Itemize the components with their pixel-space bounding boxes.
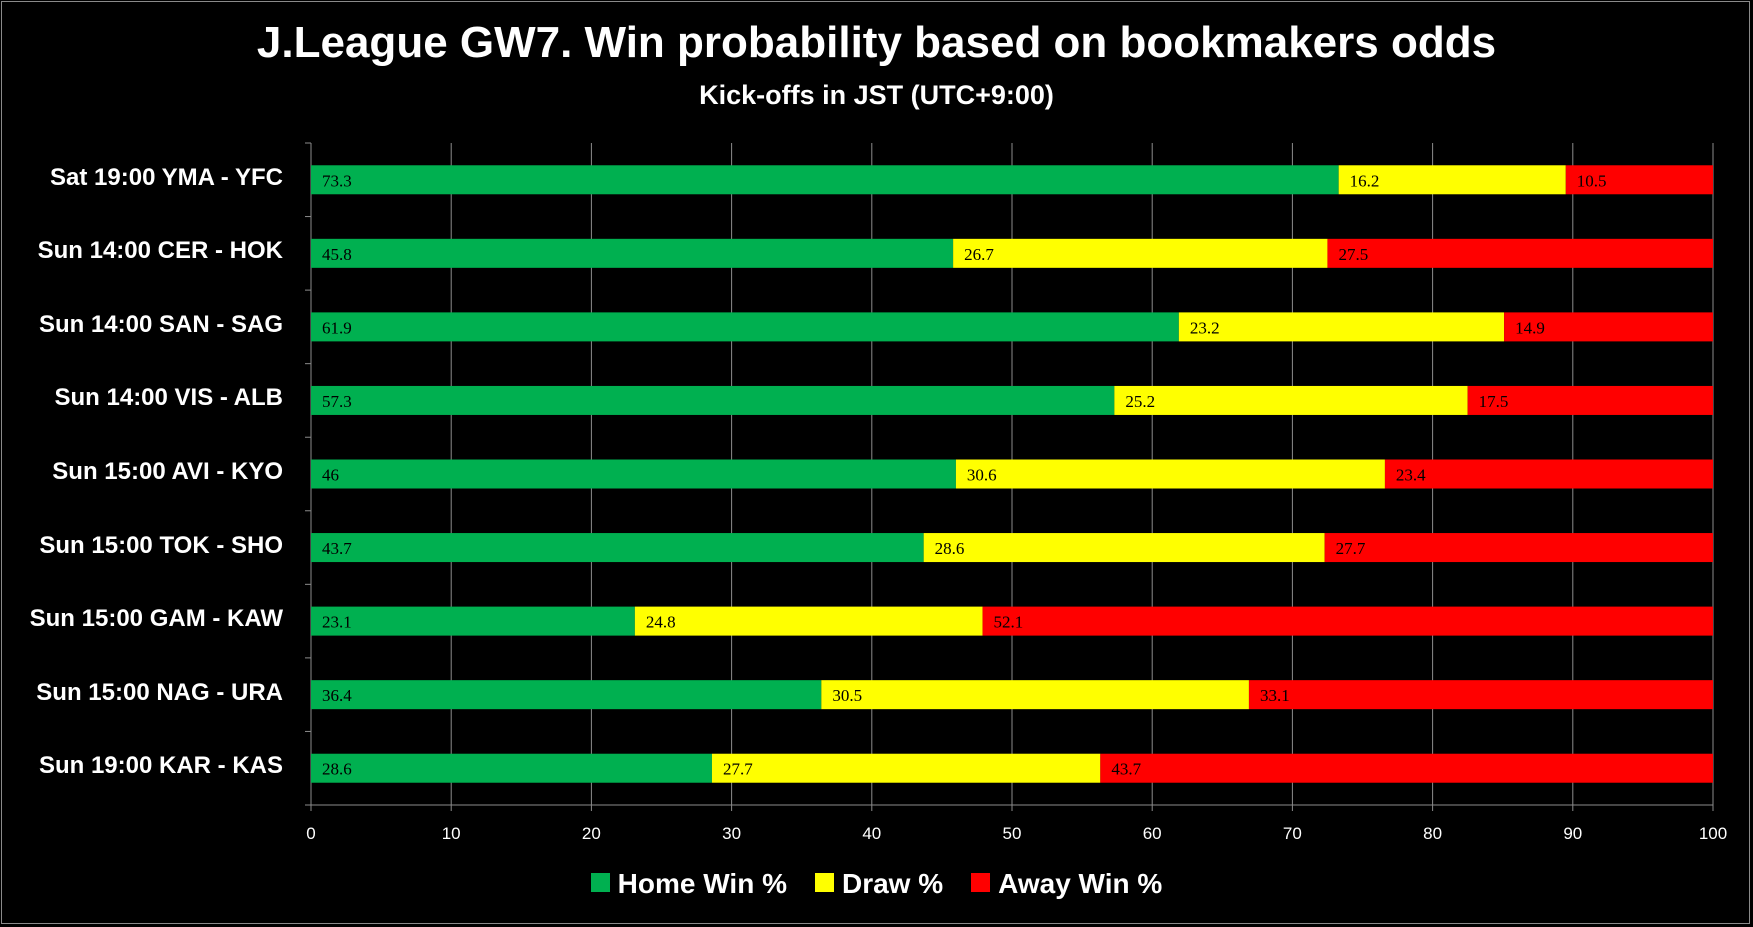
data-label-home-3: 57.3 [322, 392, 352, 411]
category-label: Sun 15:00 TOK - SHO [39, 531, 283, 559]
data-label-away-7: 33.1 [1260, 686, 1290, 705]
legend-swatch [971, 873, 991, 892]
chart-legend: Home Win % Draw % Away Win % [0, 868, 1753, 900]
bar-home-6 [311, 606, 635, 636]
bar-draw-4 [955, 459, 1385, 489]
data-label-draw-1: 26.7 [964, 245, 994, 264]
category-label: Sun 14:00 VIS - ALB [54, 384, 284, 412]
x-tick-label: 30 [722, 824, 742, 843]
data-label-away-4: 23.4 [1396, 466, 1426, 485]
legend-swatch [814, 873, 834, 892]
bar-away-2 [1504, 312, 1713, 342]
data-label-away-8: 43.7 [1111, 760, 1141, 779]
data-label-home-0: 73.3 [322, 171, 352, 190]
bar-home-5 [311, 533, 924, 563]
bar-draw-8 [711, 753, 1101, 783]
legend-label: Draw % [841, 868, 944, 899]
chart-title: J.League GW7. Win probability based on b… [256, 18, 1497, 67]
data-label-draw-6: 24.8 [646, 613, 676, 632]
bar-home-1 [311, 238, 954, 268]
x-tick-label: 40 [862, 824, 882, 843]
legend-label: Away Win % [998, 868, 1163, 899]
x-tick-label: 90 [1563, 824, 1583, 843]
bar-home-4 [311, 459, 956, 489]
bar-home-7 [311, 680, 822, 710]
data-label-home-4: 46 [322, 466, 339, 485]
data-label-home-6: 23.1 [322, 613, 352, 632]
data-label-draw-5: 28.6 [935, 539, 965, 558]
data-label-home-1: 45.8 [322, 245, 352, 264]
data-label-draw-2: 23.2 [1190, 318, 1220, 337]
x-tick-label: 10 [441, 824, 461, 843]
data-label-draw-3: 25.2 [1125, 392, 1155, 411]
bar-away-7 [1248, 680, 1713, 710]
legend-swatch [590, 873, 610, 892]
data-label-away-2: 14.9 [1515, 318, 1545, 337]
bar-draw-6 [634, 606, 983, 636]
x-tick-label: 80 [1423, 824, 1443, 843]
bar-away-6 [982, 606, 1713, 636]
legend-label: Home Win % [617, 868, 787, 899]
bar-away-3 [1467, 385, 1713, 415]
bar-draw-5 [923, 533, 1325, 563]
legend-item: Draw % [814, 868, 944, 900]
category-label: Sun 15:00 AVI - KYO [52, 458, 283, 485]
data-label-draw-7: 30.5 [832, 686, 862, 705]
category-label: Sun 15:00 NAG - URA [36, 678, 283, 706]
category-label: Sun 14:00 SAN - SAG [38, 310, 283, 338]
bar-draw-2 [1178, 312, 1505, 342]
data-label-draw-0: 16.2 [1350, 171, 1380, 190]
bar-away-8 [1100, 753, 1713, 783]
data-label-away-1: 27.5 [1338, 245, 1368, 264]
x-tick-label: 60 [1142, 824, 1162, 843]
x-tick-label: 100 [1698, 824, 1728, 843]
data-label-away-0: 10.5 [1577, 171, 1607, 190]
data-label-home-2: 61.9 [322, 318, 352, 337]
data-label-home-7: 36.4 [322, 686, 352, 705]
data-label-draw-4: 30.6 [967, 466, 997, 485]
chart-subtitle: Kick-offs in JST (UTC+9:00) [699, 80, 1054, 110]
data-label-home-8: 28.6 [322, 760, 352, 779]
data-label-away-6: 52.1 [994, 613, 1024, 632]
bar-draw-3 [1114, 385, 1468, 415]
category-label: Sun 15:00 GAM - KAW [29, 605, 283, 633]
data-label-away-3: 17.5 [1479, 392, 1509, 411]
bar-home-0 [311, 165, 1339, 195]
bar-home-3 [311, 385, 1115, 415]
data-label-away-5: 27.7 [1336, 539, 1366, 558]
bar-draw-1 [953, 238, 1328, 268]
x-tick-label: 50 [1002, 824, 1022, 843]
x-tick-label: 0 [306, 824, 316, 843]
bar-away-1 [1327, 238, 1713, 268]
bar-away-5 [1324, 533, 1713, 563]
category-label: Sun 14:00 CER - HOK [37, 237, 283, 265]
bar-away-4 [1384, 459, 1713, 489]
x-tick-label: 20 [581, 824, 601, 843]
bar-home-8 [311, 753, 712, 783]
category-label: Sun 19:00 KAR - KAS [38, 752, 283, 780]
legend-item: Away Win % [971, 868, 1162, 900]
bar-draw-7 [821, 680, 1249, 710]
category-label: Sat 19:00 YMA - YFC [50, 163, 283, 191]
data-label-home-5: 43.7 [322, 539, 352, 558]
x-tick-label: 70 [1282, 824, 1302, 843]
bar-home-2 [311, 312, 1179, 342]
bar-away-0 [1565, 165, 1713, 195]
legend-item: Home Win % [590, 868, 787, 900]
bar-draw-0 [1338, 165, 1566, 195]
data-label-draw-8: 27.7 [723, 760, 753, 779]
